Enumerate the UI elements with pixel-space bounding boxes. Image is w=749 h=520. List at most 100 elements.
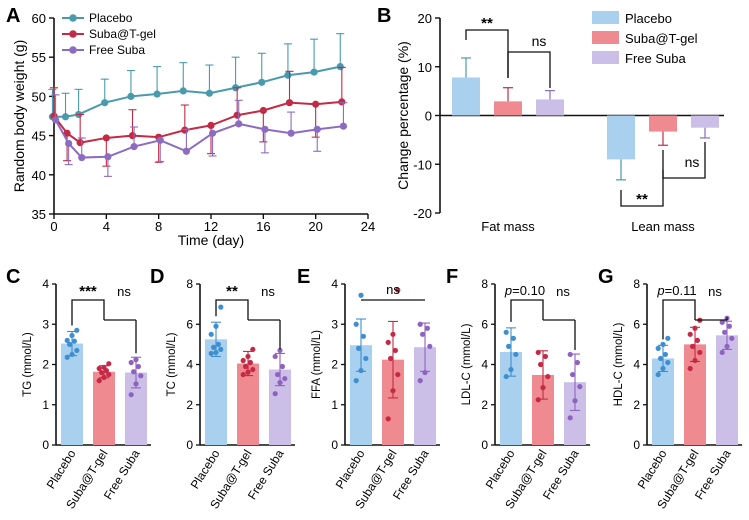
y-axis-label: HDL-C (mmol/L)	[613, 322, 625, 406]
y-tick-label: 4	[481, 358, 488, 372]
data-point	[96, 365, 102, 372]
data-point	[508, 366, 514, 373]
data-point	[726, 323, 733, 329]
data-point	[285, 99, 294, 107]
data-point	[422, 369, 428, 376]
data-point	[692, 357, 698, 364]
sig-label: **	[481, 15, 493, 32]
sig-label: p=0.11	[656, 283, 696, 298]
y-tick-label: 0	[42, 438, 49, 452]
bar	[716, 335, 738, 445]
data-point	[356, 345, 362, 351]
data-point	[74, 327, 80, 333]
panel-letter-f: F	[446, 266, 458, 288]
data-point	[247, 359, 253, 366]
data-point	[205, 89, 214, 97]
data-point	[69, 332, 75, 339]
legend-swatch	[592, 11, 619, 24]
legend-label: Placebo	[625, 11, 672, 26]
data-point	[130, 142, 138, 151]
sig-label: **	[636, 191, 648, 208]
data-point	[390, 331, 396, 337]
bar	[93, 371, 115, 445]
data-point	[338, 98, 346, 106]
bar	[269, 369, 291, 445]
y-tick-label: 2	[42, 358, 49, 372]
data-point	[353, 378, 359, 384]
data-point	[133, 381, 139, 387]
sig-label: ns	[117, 284, 131, 299]
data-point	[567, 415, 573, 421]
data-point	[655, 345, 661, 351]
legend-marker	[69, 30, 77, 38]
data-point	[420, 331, 426, 337]
data-point	[538, 361, 544, 368]
data-point	[76, 139, 84, 147]
bar	[382, 359, 404, 445]
bar	[532, 374, 554, 445]
y-tick-label: 8	[186, 277, 193, 291]
sig-bracket	[465, 29, 509, 78]
y-tick-label: 4	[633, 358, 640, 372]
y-axis-label: Random body weight (g)	[11, 40, 27, 193]
data-point	[690, 343, 696, 349]
data-point	[131, 369, 137, 375]
data-point	[310, 68, 318, 76]
data-point	[358, 367, 364, 374]
data-point	[96, 378, 102, 384]
data-point	[358, 292, 364, 298]
data-point	[179, 87, 187, 95]
data-point	[128, 359, 134, 366]
data-point	[182, 147, 191, 155]
data-point	[540, 385, 546, 391]
data-point	[427, 343, 433, 349]
data-point	[363, 355, 369, 362]
bar	[652, 358, 674, 445]
data-point	[567, 351, 573, 358]
x-tick-label: 12	[204, 219, 218, 234]
x-axis-label: Time (day)	[178, 232, 244, 248]
data-point	[233, 111, 241, 119]
data-point	[513, 351, 519, 358]
data-point	[535, 397, 541, 403]
data-point	[665, 359, 671, 366]
bar	[205, 339, 227, 445]
data-point	[102, 134, 110, 142]
category-label: Fat mass	[481, 219, 535, 234]
data-point	[106, 361, 112, 367]
data-point	[211, 344, 217, 350]
data-point	[282, 375, 288, 382]
data-point	[570, 371, 576, 378]
data-point	[74, 347, 80, 354]
data-point	[724, 343, 730, 349]
y-tick-label: 55	[32, 50, 46, 65]
bar	[564, 382, 586, 445]
sig-label: p=0.10	[504, 283, 545, 298]
y-tick-label: 60	[32, 11, 46, 26]
sig-bracket	[507, 51, 551, 88]
x-tick-label: 20	[308, 219, 322, 234]
data-point	[687, 365, 693, 372]
x-tick-label: 16	[256, 219, 270, 234]
data-point	[128, 392, 134, 398]
data-point	[275, 371, 281, 378]
bar	[237, 363, 259, 445]
y-tick-label: 4	[42, 277, 49, 291]
y-tick-label: 2	[633, 398, 640, 412]
legend-swatch	[592, 51, 619, 64]
data-point	[660, 341, 666, 347]
y-tick-label: 8	[633, 277, 640, 291]
legend-swatch	[592, 31, 619, 44]
data-point	[207, 121, 215, 130]
data-point	[259, 106, 267, 115]
bar	[61, 343, 83, 445]
data-point	[106, 371, 112, 378]
data-point	[250, 346, 256, 353]
y-tick-label: 6	[481, 317, 488, 331]
data-point	[69, 351, 75, 358]
y-axis-label: LDL-C (mmol/L)	[461, 323, 473, 405]
data-point	[395, 371, 401, 378]
